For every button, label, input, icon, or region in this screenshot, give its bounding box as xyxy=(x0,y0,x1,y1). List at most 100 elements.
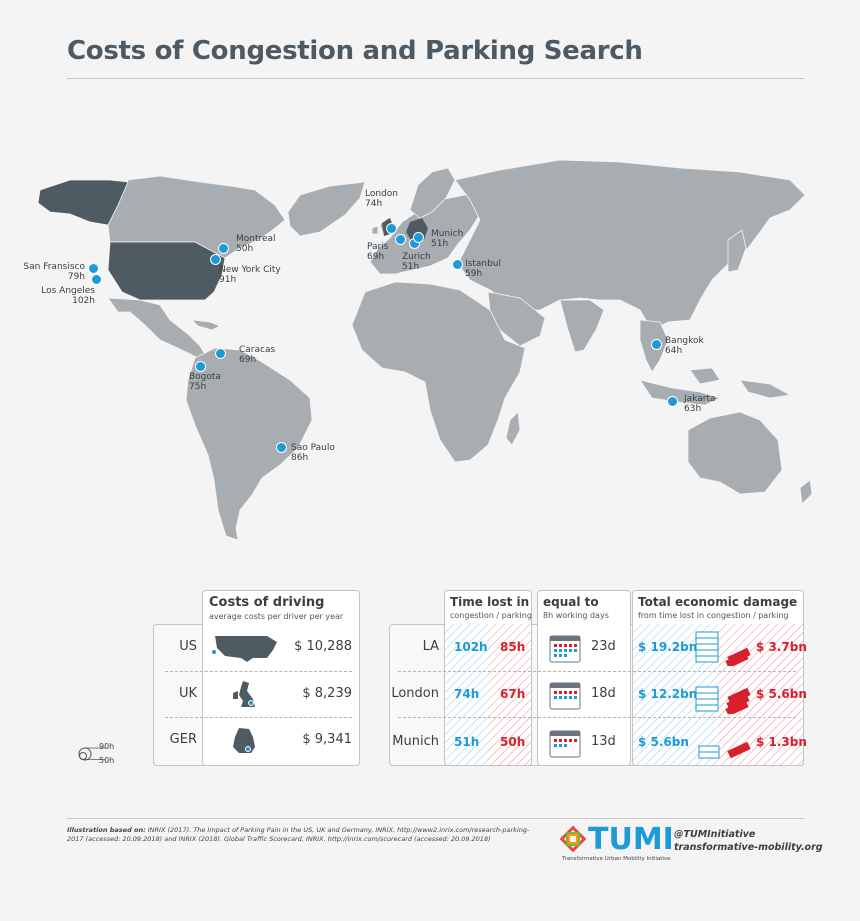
costs-column: Costs of driving average costs per drive… xyxy=(202,590,360,766)
city-dot-istanbul xyxy=(452,259,463,270)
congestion-damage: $ 12.2bn xyxy=(638,687,698,701)
city-dot-sao-paulo xyxy=(276,442,287,453)
time-row-city: LA xyxy=(422,639,439,654)
money-stack-blue-icon xyxy=(698,745,720,759)
costs-row-uk: UK $ 8,239 xyxy=(153,672,360,718)
time-lost-subheading: congestion / parking xyxy=(450,611,532,620)
legend-label-small: 50h xyxy=(99,756,115,765)
damage-subheading: from time lost in congestion / parking xyxy=(638,611,789,620)
asia-shape xyxy=(454,159,806,331)
title-divider xyxy=(67,78,804,79)
mexico-shape xyxy=(107,297,207,359)
money-stack-red-icon xyxy=(725,647,751,666)
parking-damage: $ 5.6bn xyxy=(756,687,807,701)
city-label-new-york: New York City 91h xyxy=(219,265,281,285)
money-stack-red-icon xyxy=(725,687,751,714)
money-stack-blue-icon xyxy=(695,686,719,712)
congestion-hours: 51h xyxy=(454,735,480,749)
costs-row-us: US $ 10,288 xyxy=(153,625,360,671)
costs-country: US xyxy=(179,639,197,654)
city-label-sao-paulo: Sao Paulo 86h xyxy=(291,443,335,463)
money-stack-blue-icon xyxy=(695,631,719,663)
costs-subheading: average costs per driver per year xyxy=(209,612,344,621)
working-days: 23d xyxy=(591,639,616,654)
social-block: @TUMInitiative transformative-mobility.o… xyxy=(674,828,823,854)
working-days: 13d xyxy=(591,734,616,749)
city-label-munich: Munich 51h xyxy=(431,229,464,249)
canada-shape xyxy=(107,175,286,259)
city-dot-bogota xyxy=(195,361,206,372)
congestion-damage: $ 19.2bn xyxy=(638,640,698,654)
australia-shape xyxy=(687,411,783,495)
costs-value: $ 8,239 xyxy=(302,686,352,701)
tumi-logo-icon xyxy=(560,826,586,852)
twitter-handle[interactable]: @TUMInitiative xyxy=(674,829,756,840)
uk-outline-icon xyxy=(233,681,255,707)
tumi-wordmark: TUMI xyxy=(588,822,674,857)
parking-damage: $ 1.3bn xyxy=(756,735,807,749)
tumi-subtitle: Transformative Urban Mobility Initiative xyxy=(562,856,671,862)
city-label-london: London 74h xyxy=(365,189,398,209)
city-label-bogota: Bogota 75h xyxy=(189,372,221,392)
city-dot-caracas xyxy=(215,348,226,359)
city-dot-new-york xyxy=(210,254,221,265)
parking-damage: $ 3.7bn xyxy=(756,640,807,654)
city-label-zurich: Zurich 51h xyxy=(402,252,431,272)
costs-divider xyxy=(165,671,352,672)
city-dot-munich xyxy=(413,232,424,243)
city-label-bangkok: Bangkok 64h xyxy=(665,336,704,356)
city-dot-paris xyxy=(395,234,406,245)
time-divider xyxy=(398,717,796,718)
city-dot-san-fransisco xyxy=(88,263,99,274)
congestion-hours: 102h xyxy=(454,640,488,654)
equal-to-heading: equal to xyxy=(543,595,599,609)
credits-text: Illustration based on: INRIX (2017). The… xyxy=(67,826,530,843)
city-label-montreal: Montreal 50h xyxy=(236,234,276,254)
money-stack-red-icon xyxy=(727,741,751,759)
costs-country: GER xyxy=(169,732,197,747)
congestion-damage: $ 5.6bn xyxy=(638,735,689,749)
marker-size-legend-icon xyxy=(78,747,105,761)
africa-shape xyxy=(351,281,526,463)
time-lost-hatch xyxy=(445,624,531,766)
website-link[interactable]: transformative-mobility.org xyxy=(674,842,823,853)
costs-value: $ 9,341 xyxy=(302,732,352,747)
usa-shape xyxy=(107,241,226,301)
footer-divider xyxy=(67,818,804,819)
parking-hours: 85h xyxy=(500,640,526,654)
world-map xyxy=(37,159,813,541)
costs-divider xyxy=(165,717,352,718)
parking-hours: 67h xyxy=(500,687,526,701)
greenland-shape xyxy=(287,181,366,237)
us-outline-icon xyxy=(211,636,277,662)
costs-row-ger: GER $ 9,341 xyxy=(153,718,360,764)
congestion-hours: 74h xyxy=(454,687,480,701)
time-lost-heading: Time lost in xyxy=(450,595,530,609)
calendar-icon xyxy=(549,730,581,758)
germany-outline-icon xyxy=(233,728,255,753)
city-dot-bangkok xyxy=(651,339,662,350)
costs-value: $ 10,288 xyxy=(294,639,352,654)
city-label-los-angeles: Los Angeles 102h xyxy=(41,286,95,306)
calendar-icon xyxy=(549,682,581,710)
costs-heading: Costs of driving xyxy=(209,595,325,610)
calendar-icon xyxy=(549,635,581,663)
city-dot-jakarta xyxy=(667,396,678,407)
city-label-paris: Paris 69h xyxy=(367,242,389,262)
city-label-san-fransisco: San Fransisco 79h xyxy=(23,262,85,282)
damage-heading: Total economic damage xyxy=(638,595,798,609)
south-america-shape xyxy=(185,347,313,541)
page-title: Costs of Congestion and Parking Search xyxy=(67,36,643,66)
parking-hours: 50h xyxy=(500,735,526,749)
costs-country: UK xyxy=(178,686,197,701)
city-label-caracas: Caracas 69h xyxy=(239,345,276,365)
time-row-city: London xyxy=(391,686,439,701)
city-label-jakarta: Jakarta 63h xyxy=(684,394,716,414)
city-dot-montreal xyxy=(218,243,229,254)
time-row-city: Munich xyxy=(392,734,439,749)
city-dot-london xyxy=(386,223,397,234)
alaska-shape xyxy=(37,179,129,226)
working-days: 18d xyxy=(591,686,616,701)
legend-label-large: 90h xyxy=(99,742,115,751)
equal-to-subheading: 8h working days xyxy=(543,611,609,620)
